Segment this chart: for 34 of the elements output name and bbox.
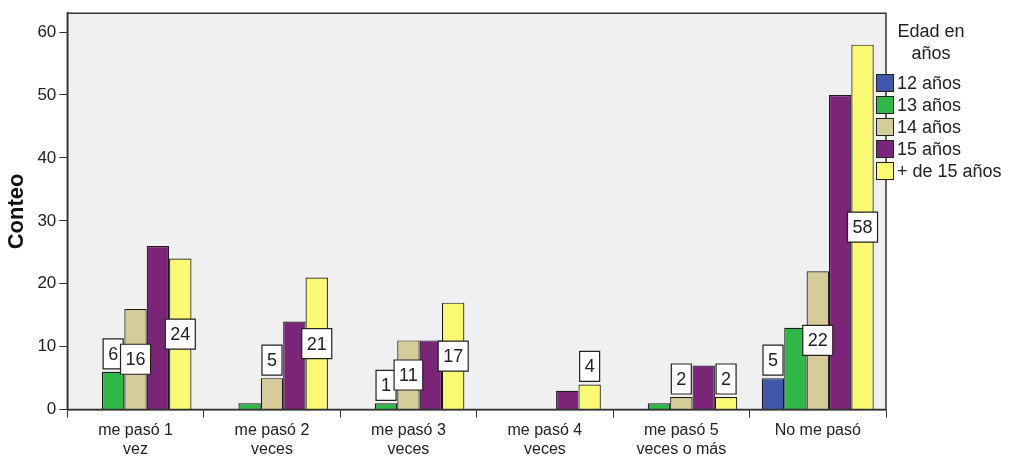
y-tick-label: 10 (37, 336, 57, 356)
y-tick-label: 0 (46, 399, 57, 419)
data-label: 5 (266, 350, 277, 371)
data-label: 5 (768, 350, 779, 371)
data-label: 4 (584, 356, 595, 377)
x-tick-label: me pasó 3 veces (371, 420, 446, 457)
x-tick-label: me pasó 2 veces (234, 420, 310, 457)
y-tick-label: 40 (37, 147, 57, 167)
x-tick-label: me pasó 4 veces (507, 420, 583, 457)
data-label: 6 (108, 343, 119, 364)
data-label: 24 (170, 324, 191, 345)
x-tick-label: No me pasó (774, 420, 862, 438)
data-label: 21 (306, 333, 327, 354)
data-label: 58 (852, 217, 873, 238)
data-label: 2 (676, 368, 687, 389)
y-tick-label: 20 (37, 273, 57, 293)
y-tick-label: 60 (37, 21, 57, 41)
data-label: 2 (721, 368, 732, 389)
legend-label: 12 años (897, 72, 962, 94)
y-axis-title: Conteo (3, 173, 29, 250)
data-label: 11 (399, 364, 418, 385)
legend-label: 13 años (897, 94, 962, 116)
legend-label: + de 15 años (897, 160, 1002, 182)
legend-label: 15 años (897, 138, 962, 160)
data-label: 16 (125, 349, 146, 370)
legend-title: Edad en años (896, 20, 966, 64)
y-tick-label: 50 (37, 84, 57, 104)
data-label: 22 (807, 330, 828, 351)
x-tick-label: me pasó 1 vez (98, 420, 173, 457)
x-tick-label: me pasó 5 veces o más (636, 420, 727, 457)
legend-label: 14 años (897, 116, 962, 138)
data-label: 1 (381, 375, 392, 396)
data-label: 17 (443, 346, 464, 367)
y-tick-label: 30 (37, 210, 57, 230)
